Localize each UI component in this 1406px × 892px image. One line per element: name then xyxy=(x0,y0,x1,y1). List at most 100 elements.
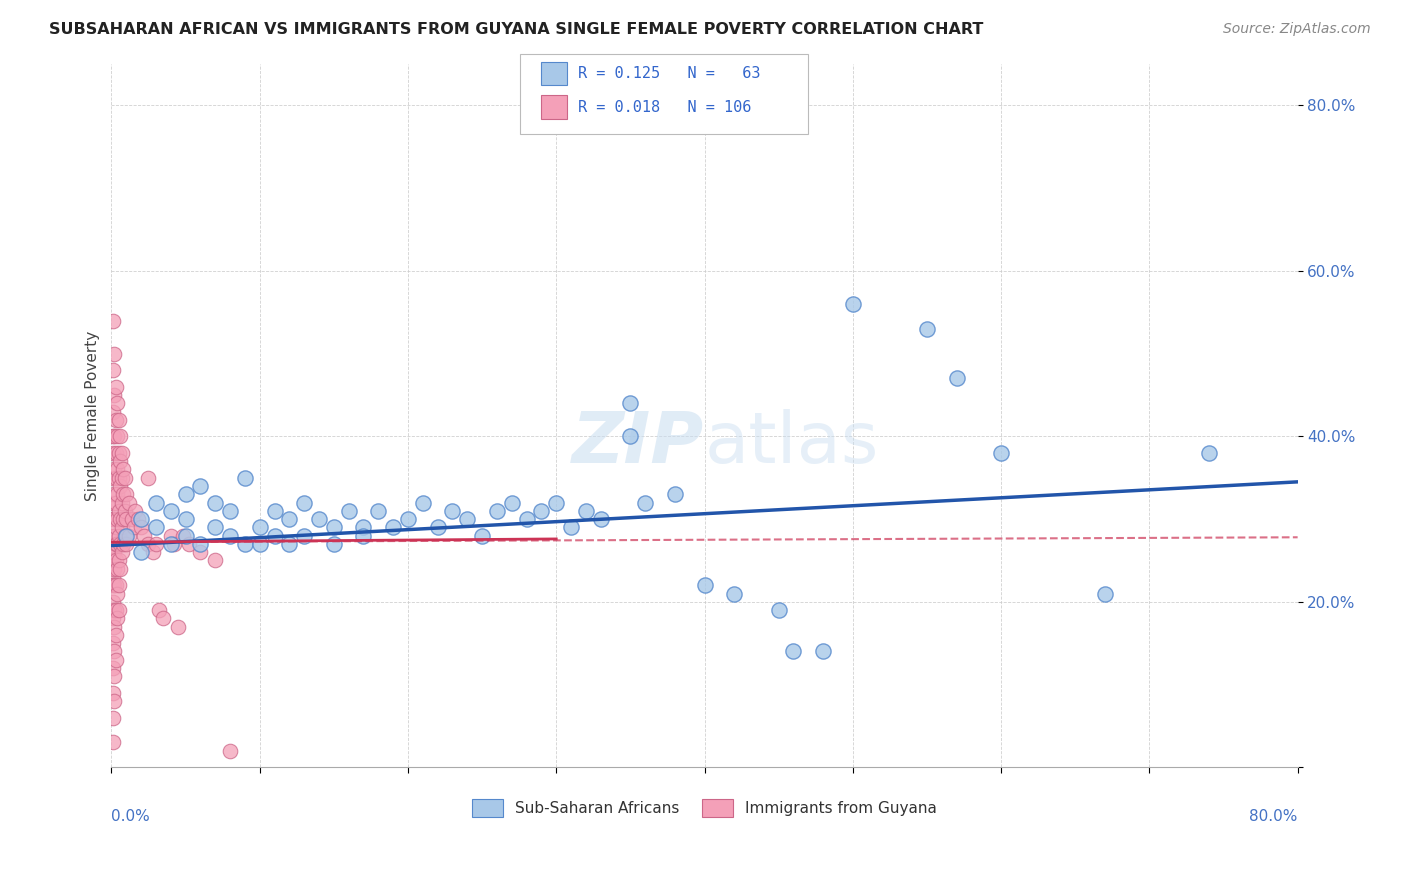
Point xyxy=(108,446,131,460)
Point xyxy=(233,537,256,551)
Point xyxy=(104,380,127,394)
Point xyxy=(101,711,124,725)
Point xyxy=(560,520,582,534)
Point xyxy=(112,537,135,551)
Legend: Sub-Saharan Africans, Immigrants from Guyana: Sub-Saharan Africans, Immigrants from Gu… xyxy=(465,793,943,823)
Point xyxy=(190,479,212,493)
Point xyxy=(101,528,124,542)
Point xyxy=(103,388,125,402)
Point xyxy=(104,653,127,667)
Point xyxy=(159,504,181,518)
Point xyxy=(127,512,149,526)
Point xyxy=(138,471,160,485)
Point xyxy=(249,537,271,551)
Point xyxy=(101,313,124,327)
Point xyxy=(101,735,124,749)
Point xyxy=(190,545,212,559)
Point xyxy=(589,512,612,526)
Point xyxy=(105,562,128,576)
Point xyxy=(114,504,136,518)
Point xyxy=(103,669,125,683)
Point xyxy=(485,504,508,518)
Point xyxy=(101,404,124,418)
Point xyxy=(353,528,375,542)
Point xyxy=(1198,446,1220,460)
Point xyxy=(693,578,716,592)
Point xyxy=(278,512,301,526)
Point xyxy=(177,537,200,551)
Point xyxy=(112,512,135,526)
Point xyxy=(108,553,131,567)
Point xyxy=(105,586,128,600)
Point xyxy=(110,429,132,443)
Point xyxy=(129,545,152,559)
Point xyxy=(103,603,125,617)
Point xyxy=(101,661,124,675)
Point xyxy=(103,462,125,476)
Point xyxy=(634,495,657,509)
Point xyxy=(101,363,124,377)
Point xyxy=(104,553,127,567)
Point xyxy=(219,528,242,542)
Point xyxy=(108,471,131,485)
Point xyxy=(104,628,127,642)
Point xyxy=(142,545,165,559)
Point xyxy=(105,487,128,501)
Point xyxy=(152,611,174,625)
Point xyxy=(111,520,134,534)
Point xyxy=(114,528,136,542)
Point xyxy=(101,570,124,584)
Point xyxy=(782,644,804,658)
Point xyxy=(101,686,124,700)
Y-axis label: Single Female Poverty: Single Female Poverty xyxy=(86,331,100,500)
Point xyxy=(619,396,641,410)
Point xyxy=(105,396,128,410)
Point xyxy=(122,520,145,534)
Point xyxy=(322,520,344,534)
Point xyxy=(367,504,389,518)
Point xyxy=(103,528,125,542)
Point xyxy=(101,611,124,625)
Point xyxy=(148,603,170,617)
Point xyxy=(108,528,131,542)
Text: Source: ZipAtlas.com: Source: ZipAtlas.com xyxy=(1223,22,1371,37)
Point xyxy=(115,487,138,501)
Point xyxy=(105,512,128,526)
Point xyxy=(456,512,478,526)
Point xyxy=(112,462,135,476)
Point xyxy=(664,487,686,501)
Text: 80.0%: 80.0% xyxy=(1250,809,1298,824)
Point xyxy=(115,537,138,551)
Point xyxy=(103,429,125,443)
Point xyxy=(204,495,226,509)
Point xyxy=(101,595,124,609)
Text: 0.0%: 0.0% xyxy=(111,809,150,824)
Point xyxy=(110,562,132,576)
Point xyxy=(104,578,127,592)
Point xyxy=(118,528,141,542)
Point xyxy=(546,495,568,509)
Point xyxy=(172,528,194,542)
Point xyxy=(353,520,375,534)
Point xyxy=(104,537,127,551)
Point xyxy=(382,520,405,534)
Point xyxy=(118,495,141,509)
Point xyxy=(104,495,127,509)
Point xyxy=(108,504,131,518)
Point xyxy=(219,504,242,518)
Point xyxy=(308,512,330,526)
Point xyxy=(111,446,134,460)
Point xyxy=(104,413,127,427)
Point xyxy=(108,603,131,617)
Point xyxy=(101,446,124,460)
Point xyxy=(204,520,226,534)
Point xyxy=(101,578,124,592)
Point xyxy=(103,619,125,633)
Point xyxy=(101,512,124,526)
Point xyxy=(426,520,449,534)
Point xyxy=(292,528,315,542)
Point xyxy=(103,578,125,592)
Point xyxy=(110,479,132,493)
Point xyxy=(842,297,865,311)
Point xyxy=(945,371,967,385)
